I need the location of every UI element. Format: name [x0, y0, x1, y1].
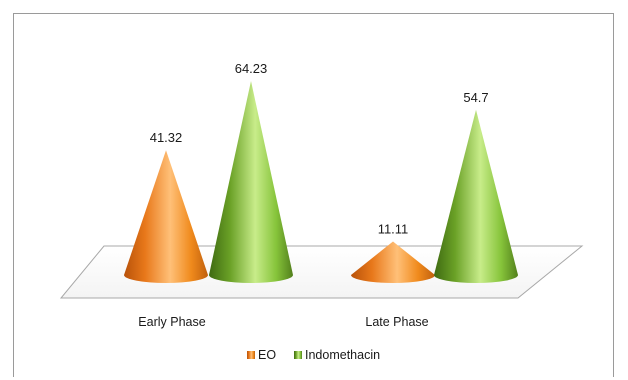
x-tick-late-phase: Late Phase [365, 315, 428, 329]
legend-swatch-indomethacin [294, 351, 302, 359]
cones-layer [124, 81, 518, 284]
legend-swatch-eo [247, 351, 255, 359]
cone-eo-late-phase [351, 241, 435, 283]
cone-indomethacin-late-phase [434, 109, 518, 283]
chart-frame [13, 13, 614, 377]
cone-eo-early-phase [124, 150, 208, 283]
data-label-eo-late-phase: 11.11 [378, 221, 409, 236]
x-tick-early-phase: Early Phase [138, 315, 205, 329]
data-label-indomethacin-early-phase: 64.23 [235, 61, 268, 76]
cone-indomethacin-early-phase [209, 81, 293, 284]
cone-body [209, 81, 293, 284]
cone-body [351, 241, 435, 283]
cone-body [124, 150, 208, 283]
data-label-eo-early-phase: 41.32 [150, 130, 183, 145]
legend: EO Indomethacin [247, 348, 380, 362]
data-labels-layer: 41.32 64.23 11.11 54.7 [150, 61, 489, 236]
data-label-indomethacin-late-phase: 54.7 [463, 90, 488, 105]
cone-body [434, 109, 518, 283]
legend-label-eo: EO [258, 348, 276, 362]
legend-label-indomethacin: Indomethacin [305, 348, 380, 362]
